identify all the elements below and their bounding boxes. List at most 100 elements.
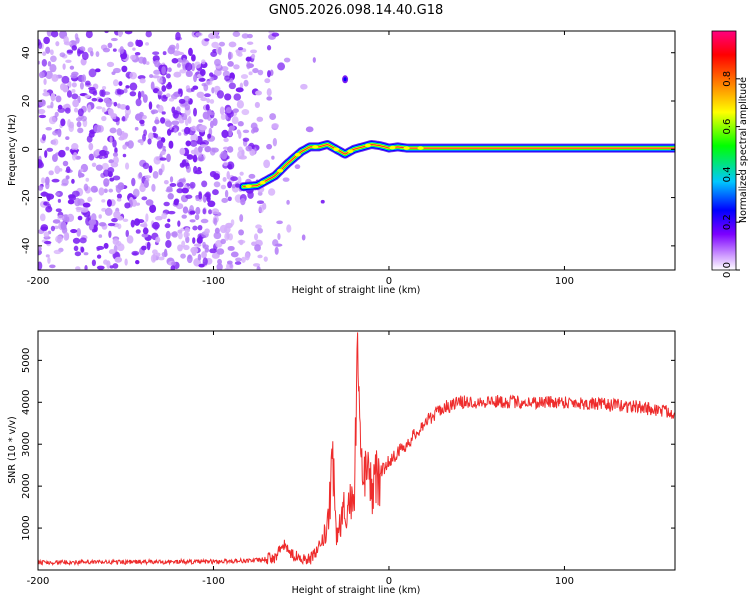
noise-blob	[79, 81, 84, 90]
noise-blob	[140, 90, 145, 98]
noise-blob	[190, 87, 195, 92]
noise-blob	[226, 262, 234, 270]
noise-blob	[246, 41, 254, 45]
noise-blob	[125, 105, 130, 111]
noise-blob	[240, 74, 249, 80]
noise-blob	[162, 145, 166, 150]
noise-blob	[240, 197, 246, 206]
noise-blob	[227, 51, 232, 61]
noise-blob	[242, 129, 250, 134]
noise-blob	[41, 59, 48, 67]
noise-blob	[80, 115, 88, 122]
noise-blob	[234, 261, 242, 265]
noise-blob	[160, 150, 166, 156]
noise-blob	[264, 78, 271, 84]
noise-blob	[146, 241, 151, 251]
noise-blob	[226, 161, 235, 170]
noise-blob	[180, 113, 188, 121]
noise-blob	[165, 93, 171, 98]
noise-blob	[98, 98, 104, 103]
noise-blob	[147, 138, 152, 145]
noise-blob	[206, 98, 211, 104]
noise-blob	[90, 50, 94, 57]
noise-blob	[45, 46, 51, 54]
noise-blob	[116, 198, 122, 202]
noise-blob	[91, 162, 97, 168]
noise-blob	[74, 251, 82, 257]
noise-blob	[103, 259, 109, 265]
noise-blob	[216, 248, 225, 255]
noise-blob	[71, 88, 76, 93]
noise-blob	[179, 69, 187, 74]
spectrogram-x-ticks: -200 -100 0 100	[27, 31, 574, 287]
noise-blob	[158, 168, 163, 176]
noise-blob	[139, 78, 146, 84]
noise-blob	[257, 254, 263, 259]
noise-blob	[38, 159, 43, 168]
noise-blob	[155, 236, 161, 243]
noise-blob	[104, 31, 109, 34]
noise-blob	[103, 188, 108, 193]
noise-blob	[119, 46, 125, 54]
noise-blob	[253, 233, 259, 241]
noise-blob	[95, 164, 103, 171]
noise-blob	[242, 137, 250, 142]
noise-blob	[116, 243, 125, 252]
noise-blob	[242, 48, 247, 53]
noise-blob	[157, 105, 164, 114]
noise-blob	[47, 256, 51, 264]
noise-blob	[143, 129, 148, 137]
noise-blob	[60, 221, 67, 231]
noise-blob	[286, 199, 290, 205]
noise-blob	[81, 51, 89, 61]
noise-blob	[212, 189, 219, 196]
noise-blob	[145, 61, 150, 65]
noise-blob	[237, 176, 242, 184]
noise-blob	[112, 139, 117, 148]
noise-blob	[138, 56, 145, 64]
noise-blob	[248, 71, 253, 76]
noise-blob	[220, 238, 226, 245]
noise-blob	[243, 79, 249, 87]
noise-blob	[80, 168, 84, 173]
noise-blob	[247, 33, 253, 39]
noise-blob	[104, 207, 113, 216]
noise-blob	[113, 101, 118, 107]
noise-blob	[93, 124, 102, 134]
noise-blob	[189, 210, 196, 215]
noise-blob	[207, 133, 212, 139]
noise-blob	[198, 125, 207, 131]
noise-blob	[38, 99, 46, 107]
noise-blob	[108, 188, 114, 193]
noise-blob	[228, 82, 236, 90]
noise-blob	[167, 192, 174, 200]
noise-blob	[213, 231, 222, 240]
noise-blob	[185, 140, 192, 147]
noise-blob	[252, 68, 259, 74]
noise-blob	[176, 188, 184, 194]
noise-blob	[256, 116, 264, 122]
noise-blob	[135, 98, 142, 107]
noise-blob	[110, 162, 119, 168]
noise-blob	[183, 126, 191, 135]
noise-blob	[42, 51, 47, 56]
noise-blob	[99, 149, 107, 157]
noise-blob	[91, 228, 96, 233]
noise-blob	[202, 257, 208, 266]
noise-blob	[184, 227, 190, 233]
noise-blob	[205, 104, 210, 111]
noise-blob	[232, 31, 241, 37]
noise-blob	[71, 82, 77, 88]
noise-blob	[251, 53, 256, 59]
noise-blob	[177, 182, 184, 188]
noise-blob	[111, 218, 118, 223]
noise-blob	[221, 129, 229, 139]
noise-blob	[201, 59, 206, 65]
noise-blob	[132, 188, 140, 198]
noise-blob	[95, 51, 100, 58]
noise-blob	[189, 140, 198, 147]
noise-blob	[61, 75, 70, 84]
noise-blob	[176, 63, 181, 68]
noise-blob	[227, 60, 234, 67]
spectrogram-y-ticks: -40 -20 0 20 40	[21, 46, 675, 254]
